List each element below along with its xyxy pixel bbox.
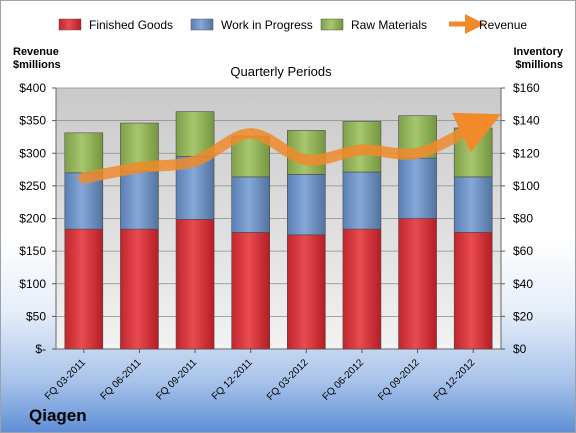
y-left-tick-label: $200 <box>19 212 46 226</box>
bar-work-in-progress <box>120 170 159 230</box>
bar-finished-goods <box>398 218 437 350</box>
line-revenue <box>78 112 502 184</box>
legend-label-work-in-progress: Work in Progress <box>221 18 313 32</box>
x-tick-label: FQ 03-2012 <box>265 357 311 403</box>
y-axis-title-right: Inventory $millions <box>513 46 563 72</box>
y-right-tick-label: $160 <box>513 81 540 95</box>
legend-item-raw-materials: Raw Materials <box>320 18 427 32</box>
y-axis-title-left-line1: Revenue <box>13 46 59 58</box>
y-right-tick-label: $0 <box>513 342 527 356</box>
bar-finished-goods <box>64 228 104 350</box>
y-right-tick-label: $120 <box>513 146 540 160</box>
bar-finished-goods <box>231 232 270 350</box>
y-left-tick-label: $- <box>35 342 46 356</box>
bar-finished-goods <box>342 228 382 350</box>
y-axis-title-left-line2: $millions <box>13 59 61 71</box>
legend-item-finished-goods: Finished Goods <box>58 18 173 32</box>
bar-raw-materials <box>231 135 270 178</box>
y-right-tick-label: $40 <box>513 277 533 291</box>
y-right-tick-label: $20 <box>513 309 533 323</box>
bar-finished-goods <box>287 234 326 350</box>
x-tick-label: FQ 09-2012 <box>376 357 422 403</box>
y-left-tick-label: $150 <box>19 244 46 258</box>
x-tick-label: FQ 09-2011 <box>154 357 199 402</box>
x-tick-label: FQ 12-2011 <box>210 357 255 402</box>
legend-swatch-finished-goods <box>58 18 82 31</box>
legend-label-revenue: Revenue <box>479 18 527 32</box>
y-left-tick-label: $400 <box>19 81 46 95</box>
chart-subtitle: Quarterly Periods <box>230 64 332 79</box>
bar-work-in-progress <box>287 174 326 236</box>
x-tick-label: FQ 06-2011 <box>99 357 144 402</box>
bar-raw-materials <box>64 132 104 174</box>
bar-finished-goods <box>175 219 215 350</box>
bar-work-in-progress <box>453 176 493 233</box>
y-left-tick-label: $250 <box>19 179 46 193</box>
bar-work-in-progress <box>342 171 382 230</box>
legend-item-work-in-progress: Work in Progress <box>190 18 313 32</box>
bar-work-in-progress <box>398 157 437 219</box>
x-tick-label: FQ 12-2012 <box>432 357 478 403</box>
legend-swatch-work-in-progress <box>190 18 214 31</box>
x-tick-label: FQ 06-2012 <box>321 357 367 403</box>
y-left-tick-label: $350 <box>19 114 46 128</box>
bar-finished-goods <box>453 232 493 350</box>
company-name: Qiagen <box>29 406 87 425</box>
bar-work-in-progress <box>231 176 270 233</box>
y-left-tick-label: $300 <box>19 146 46 160</box>
legend: Finished Goods Work in Progress Raw Materi… <box>58 14 527 34</box>
plot-area: $- $50 $100 $150 $200 $250 $300 $350 $400 $0 $20 $4… <box>19 81 540 403</box>
y-axis-title-right-line1: Inventory <box>513 46 563 58</box>
x-tick-label: FQ 03-2011 <box>43 357 88 402</box>
y-right-tick-label: $140 <box>513 114 540 128</box>
legend-label-raw-materials: Raw Materials <box>351 18 427 32</box>
bar-finished-goods <box>120 228 159 350</box>
y-left-tick-label: $100 <box>19 277 46 291</box>
y-right-tick-label: $80 <box>513 212 533 226</box>
y-left-tick-label: $50 <box>26 309 46 323</box>
legend-label-finished-goods: Finished Goods <box>89 18 173 32</box>
y-axis-title-left: Revenue $millions <box>13 46 61 72</box>
y-right-tick-label: $60 <box>513 244 533 258</box>
y-right-tick-label: $100 <box>513 179 540 193</box>
legend-item-revenue: Revenue <box>449 14 527 34</box>
y-axis-title-right-line2: $millions <box>515 59 563 71</box>
legend-swatch-raw-materials <box>320 18 344 31</box>
